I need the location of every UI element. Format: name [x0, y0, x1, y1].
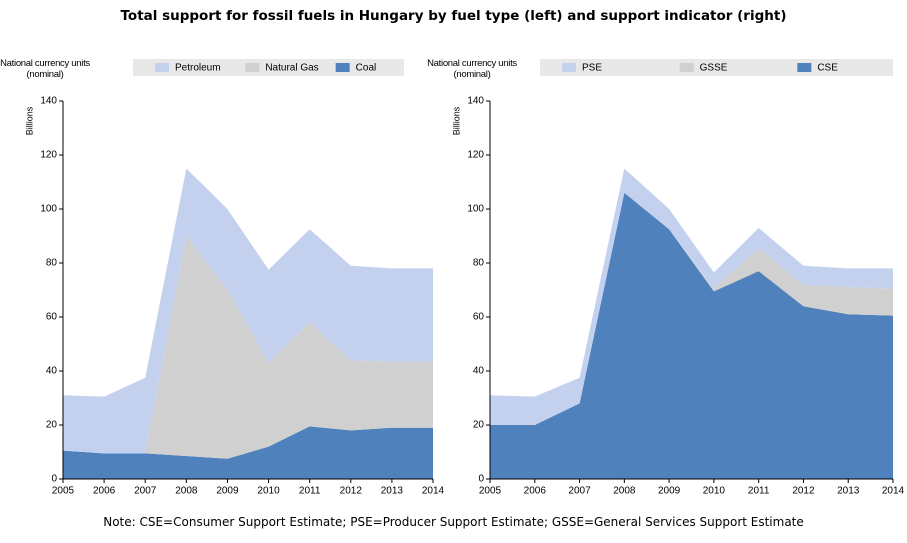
legend-swatch — [562, 63, 576, 72]
legend-swatch — [155, 63, 169, 72]
x-tick-label: 2013 — [381, 486, 404, 497]
x-tick-label: 2007 — [134, 486, 157, 497]
legend-label: Coal — [356, 63, 377, 74]
legend-label: Petroleum — [175, 63, 221, 74]
y-axis-label: National currency units (nominal) — [427, 58, 517, 80]
x-tick-label: 2014 — [422, 486, 445, 497]
x-tick-label: 2012 — [340, 486, 363, 497]
y-tick-label: 60 — [473, 312, 485, 323]
y-tick-label: 140 — [40, 96, 57, 107]
y-tick-label: 80 — [46, 258, 58, 269]
x-tick-label: 2011 — [748, 486, 770, 497]
area — [490, 192, 893, 480]
legend-label: Natural Gas — [265, 63, 318, 74]
y-tick-label: 0 — [51, 474, 57, 485]
area — [63, 236, 433, 459]
legend-swatch — [679, 63, 694, 72]
y-tick-label: 100 — [40, 204, 57, 215]
y-tick-label: 120 — [40, 150, 57, 161]
x-tick-label: 2005 — [479, 486, 502, 497]
y-axis-label: National currency units (nominal) — [0, 58, 90, 80]
x-tick-label: 2014 — [882, 486, 905, 497]
legend-swatch — [797, 63, 812, 72]
y-tick-label: 120 — [467, 150, 484, 161]
y-tick-label: 60 — [46, 312, 58, 323]
y-tick-label: 100 — [467, 204, 484, 215]
legend-swatch — [245, 63, 260, 72]
y-tick-label: 20 — [473, 420, 485, 431]
x-tick-label: 2006 — [524, 486, 547, 497]
x-tick-label: 2011 — [299, 486, 321, 497]
note: Note: CSE=Consumer Support Estimate; PSE… — [103, 515, 804, 529]
x-tick-label: 2005 — [52, 486, 75, 497]
y-tick-label: 0 — [478, 474, 484, 485]
y-tick-label: 20 — [46, 420, 58, 431]
legend-label: PSE — [582, 63, 602, 74]
y-tick-label: 40 — [46, 366, 58, 377]
x-tick-label: 2006 — [93, 486, 116, 497]
x-tick-label: 2013 — [837, 486, 860, 497]
legend-label: GSSE — [700, 63, 728, 74]
x-tick-label: 2008 — [613, 486, 636, 497]
legend-swatch — [335, 63, 350, 72]
x-tick-label: 2009 — [658, 486, 681, 497]
x-tick-label: 2010 — [257, 486, 280, 497]
x-tick-label: 2008 — [175, 486, 198, 497]
y-unit: Billions — [24, 106, 34, 135]
y-tick-label: 140 — [467, 96, 484, 107]
area — [63, 426, 433, 479]
x-tick-label: 2010 — [703, 486, 726, 497]
y-unit: Billions — [451, 106, 461, 135]
x-tick-label: 2007 — [568, 486, 591, 497]
y-tick-label: 40 — [473, 366, 485, 377]
x-tick-label: 2012 — [792, 486, 815, 497]
area — [63, 168, 433, 454]
legend-label: CSE — [817, 63, 838, 74]
area — [490, 168, 893, 425]
title: Total support for fossil fuels in Hungar… — [120, 8, 787, 24]
x-tick-label: 2009 — [216, 486, 239, 497]
y-tick-label: 80 — [473, 258, 485, 269]
